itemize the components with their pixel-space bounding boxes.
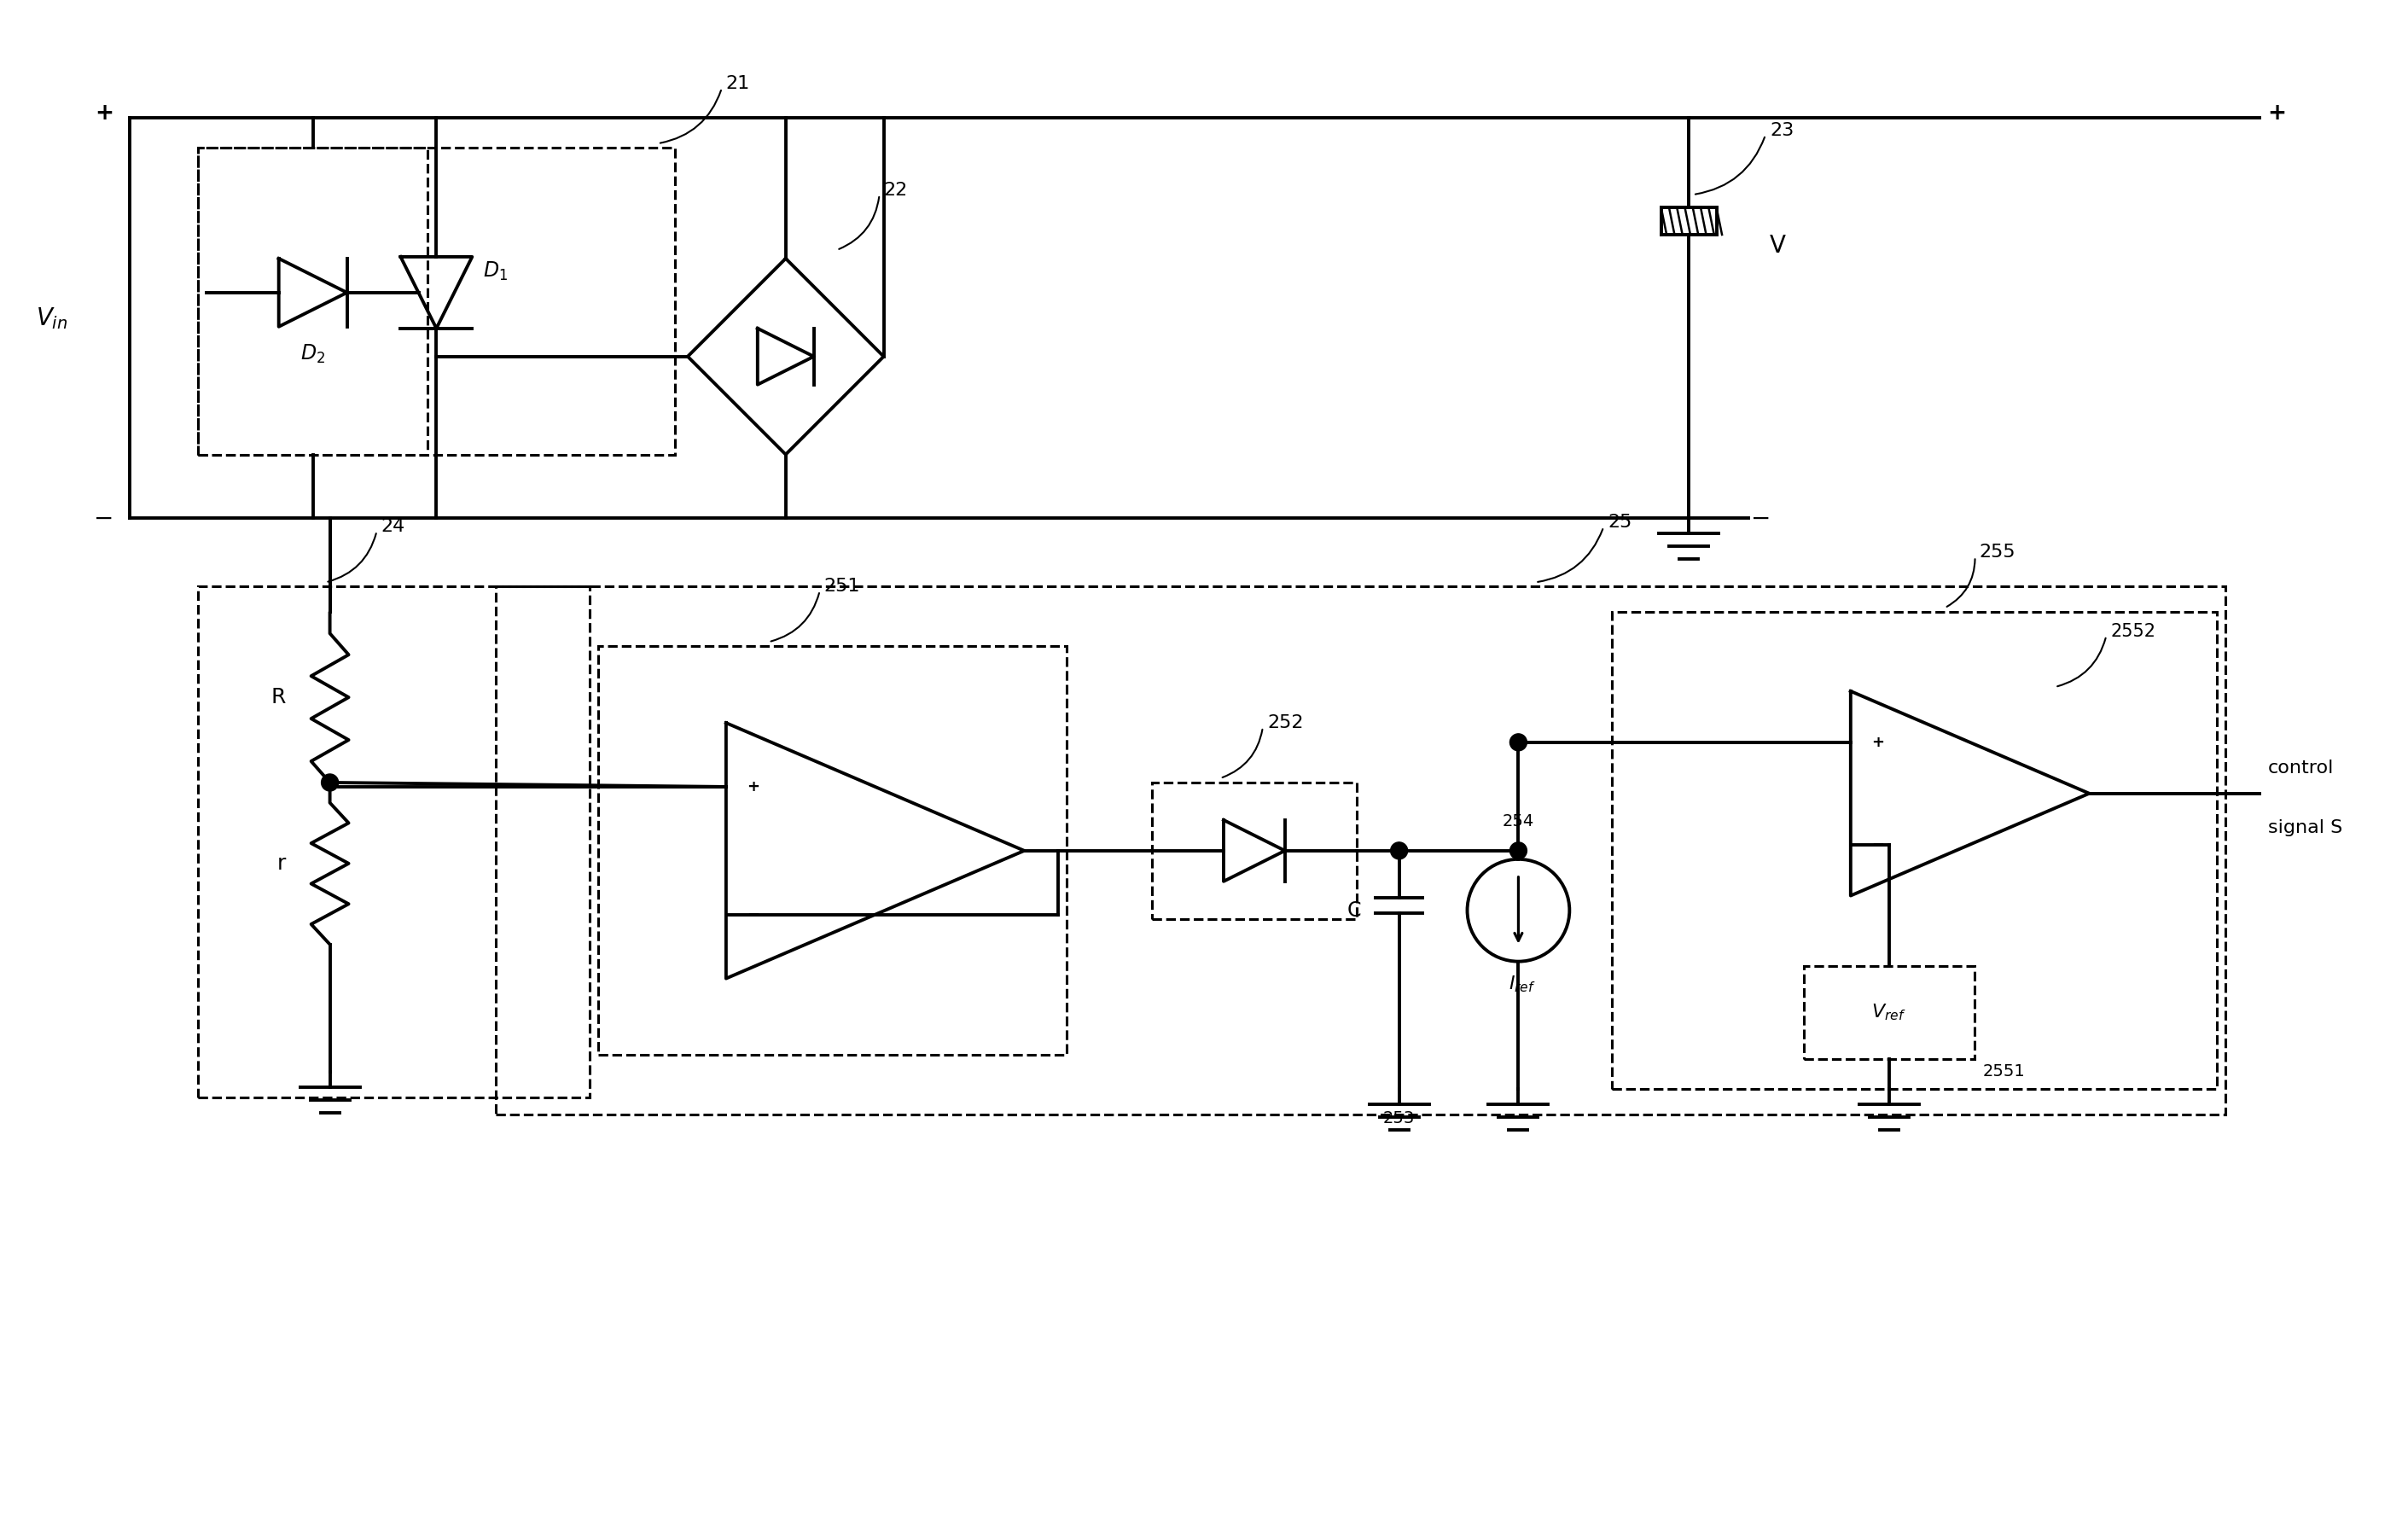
Circle shape [1389, 842, 1409, 859]
Text: 24: 24 [380, 518, 405, 535]
Bar [197, 148, 674, 454]
Text: 251: 251 [824, 578, 860, 595]
Bar [197, 148, 429, 454]
Text: $D_1$: $D_1$ [484, 261, 508, 282]
Bar [597, 647, 1067, 1055]
Text: 2552: 2552 [2109, 624, 2155, 640]
Text: 23: 23 [1770, 122, 1794, 139]
Text: control: control [2268, 759, 2333, 776]
Text: −: − [1871, 837, 1885, 852]
Text: 254: 254 [1503, 813, 1534, 830]
Bar [1611, 612, 2218, 1089]
Text: +: + [1871, 735, 1885, 750]
Bar [1804, 965, 1975, 1060]
Text: r: r [277, 852, 287, 874]
Circle shape [320, 775, 340, 791]
Circle shape [1510, 734, 1527, 750]
Text: −: − [94, 506, 113, 531]
Text: +: + [746, 779, 759, 795]
Text: C: C [1346, 900, 1361, 921]
Circle shape [1510, 842, 1527, 859]
Text: +: + [94, 102, 113, 125]
Text: −: − [746, 907, 761, 923]
Text: V: V [1770, 233, 1787, 258]
Text: signal S: signal S [2268, 819, 2343, 836]
Bar [197, 587, 590, 1098]
Text: 22: 22 [884, 181, 908, 198]
Text: −: − [1751, 506, 1772, 531]
Text: R: R [270, 688, 287, 708]
Text: 25: 25 [1609, 514, 1633, 531]
Text: 2551: 2551 [1982, 1064, 2025, 1080]
Bar [496, 587, 2225, 1115]
Text: 253: 253 [1382, 1110, 1416, 1127]
Text: $V_{in}$: $V_{in}$ [36, 305, 67, 331]
Text: $V_{ref}$: $V_{ref}$ [1871, 1002, 1907, 1023]
Text: $D_2$: $D_2$ [301, 343, 325, 364]
Bar [1151, 782, 1356, 920]
Text: $I_{ref}$: $I_{ref}$ [1510, 974, 1536, 994]
Text: 21: 21 [727, 75, 751, 93]
Text: 252: 252 [1267, 714, 1303, 732]
Text: +: + [2268, 102, 2285, 125]
Text: 255: 255 [1979, 544, 2015, 561]
